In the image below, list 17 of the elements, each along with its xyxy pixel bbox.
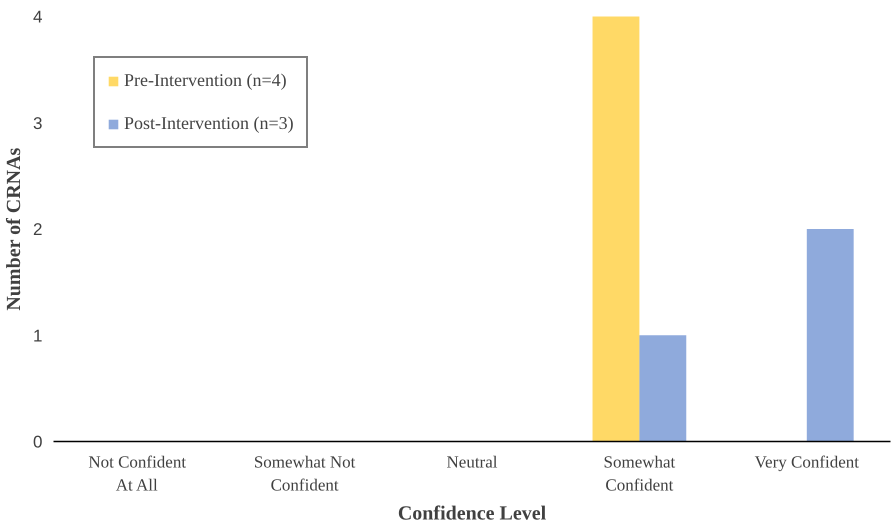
y-tick-label: 2 — [33, 220, 43, 239]
bar — [639, 335, 686, 442]
legend-label: Post-Intervention (n=3) — [124, 113, 294, 134]
bar — [806, 229, 854, 442]
x-tick-label: Somewhat Confident — [604, 452, 676, 494]
y-tick-label: 4 — [33, 8, 43, 26]
x-axis-title: Confidence Level — [398, 502, 547, 524]
y-tick-label: 0 — [33, 432, 43, 452]
x-tick-label: Not Confident At All — [88, 452, 186, 494]
x-tick-label: Somewhat Not Confident — [254, 452, 356, 494]
bar — [592, 16, 640, 442]
legend-label: Pre-Intervention (n=4) — [124, 70, 287, 91]
x-tick-label: Very Confident — [754, 452, 860, 472]
y-tick-label: 1 — [33, 326, 43, 346]
x-tick-label: Neutral — [446, 452, 498, 472]
y-tick-label: 3 — [33, 114, 43, 133]
y-axis-title: Number of CRNAs — [3, 147, 26, 311]
